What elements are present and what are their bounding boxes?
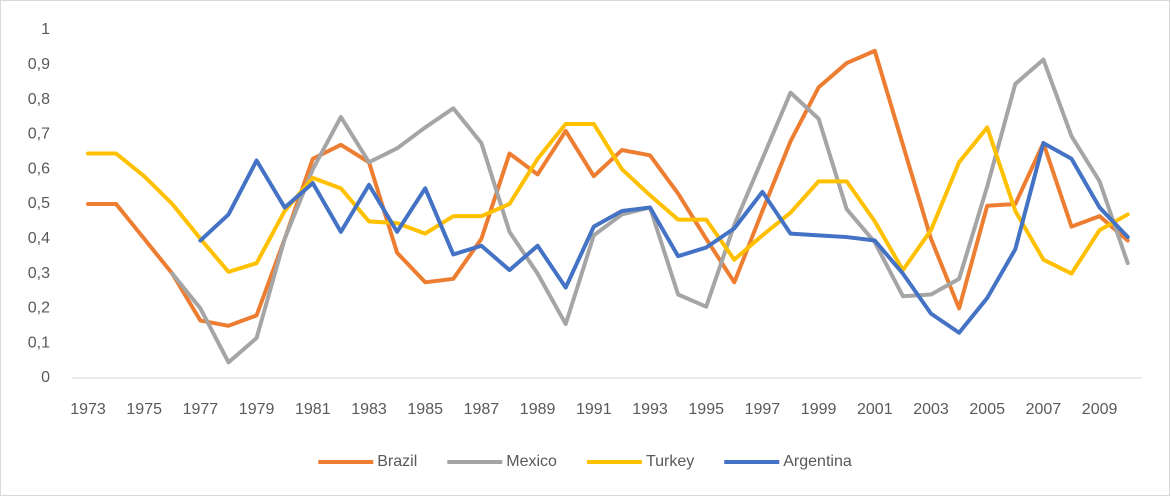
- x-tick-label: 1997: [745, 401, 781, 418]
- y-tick-label: 0,5: [28, 195, 50, 212]
- y-tick-label: 0,8: [28, 91, 50, 108]
- x-tick-label: 2001: [857, 401, 893, 418]
- x-tick-label: 1975: [126, 401, 162, 418]
- y-tick-label: 0,2: [28, 300, 50, 317]
- y-tick-label: 1: [41, 21, 50, 38]
- x-tick-label: 2009: [1082, 401, 1118, 418]
- y-tick-label: 0,4: [28, 230, 50, 247]
- y-tick-label: 0: [41, 369, 50, 386]
- legend-label: Brazil: [377, 453, 417, 470]
- x-tick-label: 1993: [632, 401, 668, 418]
- y-tick-label: 0,7: [28, 126, 50, 143]
- x-tick-label: 1991: [576, 401, 612, 418]
- legend-label: Mexico: [506, 453, 557, 470]
- x-tick-label: 1999: [801, 401, 837, 418]
- x-tick-label: 1987: [464, 401, 500, 418]
- series-line: [86, 48, 1130, 328]
- x-tick-label: 1977: [183, 401, 219, 418]
- x-tick-label: 1973: [70, 401, 106, 418]
- y-tick-label: 0,6: [28, 160, 50, 177]
- x-tick-label: 1983: [351, 401, 387, 418]
- legend-label: Turkey: [646, 453, 694, 470]
- x-tick-label: 1989: [520, 401, 556, 418]
- legend-label: Argentina: [783, 453, 852, 470]
- x-tick-label: 2005: [969, 401, 1005, 418]
- y-tick-label: 0,9: [28, 56, 50, 73]
- series-line: [86, 121, 1130, 276]
- x-tick-label: 1995: [688, 401, 724, 418]
- x-tick-label: 2007: [1026, 401, 1062, 418]
- x-tick-label: 1985: [407, 401, 443, 418]
- x-tick-label: 2003: [913, 401, 949, 418]
- series-line: [198, 141, 1130, 335]
- x-tick-label: 1979: [239, 401, 275, 418]
- x-tick-label: 1981: [295, 401, 331, 418]
- y-tick-label: 0,1: [28, 334, 50, 351]
- y-tick-label: 0,3: [28, 265, 50, 282]
